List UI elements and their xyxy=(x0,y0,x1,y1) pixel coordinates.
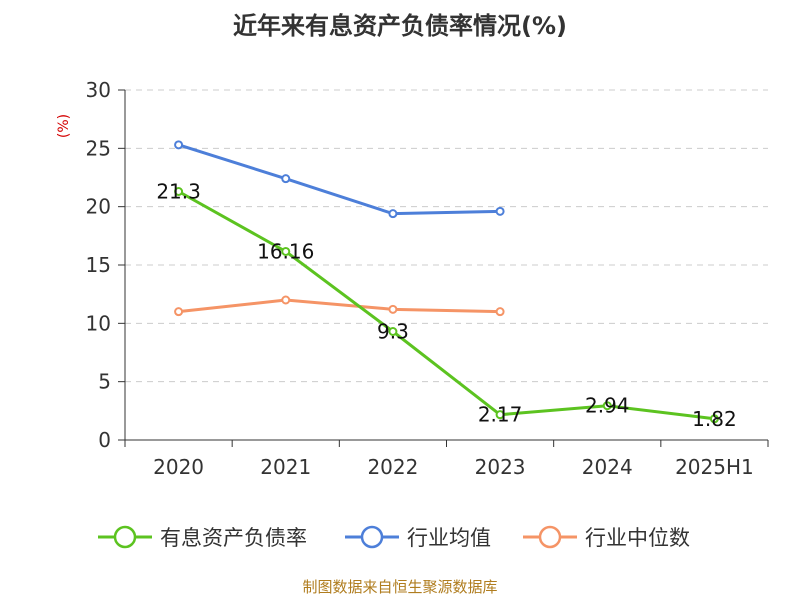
data-label: 2.94 xyxy=(585,394,630,418)
x-tick-label: 2020 xyxy=(153,455,204,479)
series-line xyxy=(178,143,501,216)
axes: 0 5 10 15 20 25 30 2020 2021 2022 2023 2024 2025H1 xyxy=(86,78,769,479)
data-label: 16.16 xyxy=(257,239,314,263)
y-tick-label: 25 xyxy=(86,136,111,160)
data-point xyxy=(281,174,291,184)
data-labels: 21.3 16.16 9.3 2.17 2.94 1.82 xyxy=(156,180,736,431)
y-axis-unit: (%) xyxy=(56,114,72,138)
series-1 xyxy=(174,140,505,219)
x-tick-label: 2023 xyxy=(475,455,526,479)
data-point xyxy=(281,295,291,305)
x-tick-label: 2021 xyxy=(260,455,311,479)
data-point xyxy=(174,307,184,317)
legend-item[interactable]: 行业均值 xyxy=(345,525,491,550)
data-point xyxy=(388,304,398,314)
legend-marker xyxy=(113,525,137,549)
data-point xyxy=(709,414,719,424)
y-tick-label: 0 xyxy=(98,428,111,452)
legend-label: 有息资产负债率 xyxy=(160,526,307,550)
y-tick-label: 5 xyxy=(98,370,111,394)
y-tick-label: 30 xyxy=(86,78,111,102)
series-0 xyxy=(174,187,719,424)
series xyxy=(174,140,719,424)
legend-marker xyxy=(538,525,562,549)
series-line xyxy=(178,298,501,314)
legend-item[interactable]: 有息资产负债率 xyxy=(98,525,307,550)
legend-item[interactable]: 行业中位数 xyxy=(523,525,690,550)
data-point xyxy=(602,401,612,411)
series-2 xyxy=(174,295,505,317)
legend-label: 行业均值 xyxy=(407,526,491,550)
data-point xyxy=(495,206,505,216)
data-label: 1.82 xyxy=(692,407,737,431)
legend: 有息资产负债率 行业均值 行业中位数 xyxy=(98,525,690,550)
y-tick-label: 20 xyxy=(86,195,111,219)
data-point xyxy=(281,246,291,256)
chart-title: 近年来有息资产负债率情况(%) xyxy=(233,12,567,40)
x-tick-label: 2025H1 xyxy=(675,455,754,479)
x-tick-label: 2022 xyxy=(367,455,418,479)
data-point xyxy=(174,140,184,150)
data-point xyxy=(495,410,505,420)
data-label: 2.17 xyxy=(478,403,523,427)
data-point xyxy=(388,209,398,219)
data-label: 21.3 xyxy=(156,180,201,204)
y-tick-label: 15 xyxy=(86,253,111,277)
x-tick-label: 2024 xyxy=(582,455,633,479)
data-label: 9.3 xyxy=(377,320,409,344)
data-point xyxy=(388,327,398,336)
legend-marker xyxy=(360,525,384,549)
data-point xyxy=(174,187,184,196)
series-line xyxy=(177,190,715,421)
y-tick-label: 10 xyxy=(86,311,111,335)
legend-label: 行业中位数 xyxy=(585,526,690,550)
source-note: 制图数据来自恒生聚源数据库 xyxy=(302,578,497,596)
grid xyxy=(125,89,768,383)
data-point xyxy=(495,307,505,317)
